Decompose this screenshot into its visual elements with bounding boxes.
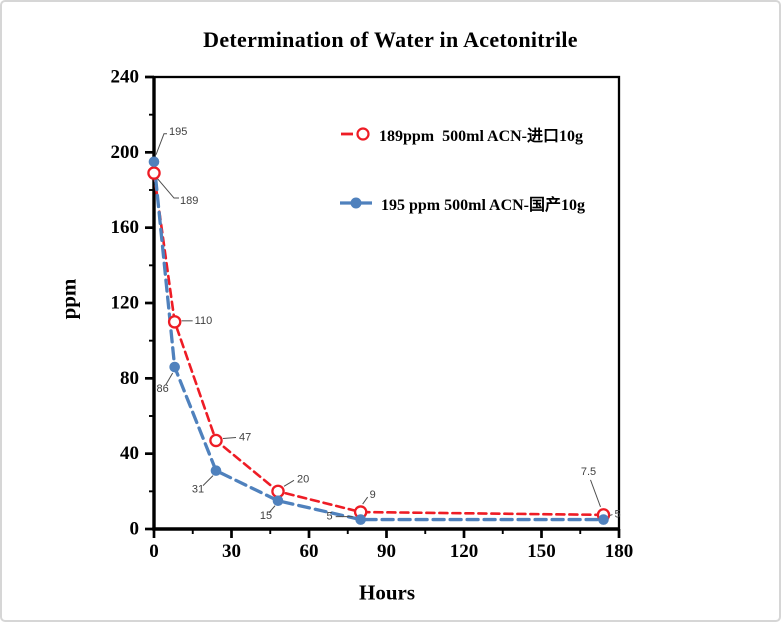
y-tick-label: 160 bbox=[111, 217, 140, 238]
legend-label-domestic: 195 ppm 500ml ACN-国产10g bbox=[381, 197, 586, 214]
data-label-leader bbox=[609, 514, 613, 517]
chart-title: Determination of Water in Acetonitrile bbox=[203, 27, 578, 52]
x-tick-label: 60 bbox=[300, 541, 319, 562]
data-label-leader bbox=[268, 505, 276, 514]
data-label: 15 bbox=[260, 510, 272, 522]
data-label: 189 bbox=[180, 195, 198, 207]
legend-item-imported: 189ppm 500ml ACN-进口10g bbox=[340, 122, 583, 146]
y-tick-label: 40 bbox=[120, 443, 139, 464]
open-circle-marker bbox=[209, 433, 223, 448]
x-tick-label: 0 bbox=[149, 541, 159, 562]
data-label-leader bbox=[283, 479, 295, 487]
data-label: 20 bbox=[297, 473, 309, 485]
x-axis-title: Hours bbox=[358, 580, 416, 605]
series-line-0 bbox=[152, 171, 605, 517]
data-label-leader bbox=[155, 133, 167, 155]
x-tick-label: 120 bbox=[450, 541, 479, 562]
blue-line-filled-circle-icon bbox=[340, 197, 372, 209]
data-label: 31 bbox=[192, 484, 204, 496]
data-label: 86 bbox=[157, 383, 169, 395]
data-label: 195 bbox=[169, 126, 187, 138]
legend-label-imported: 189ppm 500ml ACN-进口10g bbox=[379, 128, 584, 145]
x-tick-label: 90 bbox=[377, 541, 396, 562]
y-tick-label: 80 bbox=[120, 368, 139, 389]
data-label-leader bbox=[362, 496, 369, 505]
y-tick-label: 0 bbox=[130, 519, 140, 540]
data-label-leader bbox=[202, 475, 214, 486]
filled-circle-marker bbox=[598, 514, 609, 525]
open-circle-marker bbox=[271, 484, 285, 499]
data-label: 7.5 bbox=[581, 466, 596, 478]
data-label: 47 bbox=[239, 431, 251, 443]
y-tick-label: 240 bbox=[111, 67, 140, 88]
open-circle-marker bbox=[147, 166, 161, 180]
y-tick-label: 120 bbox=[111, 293, 140, 314]
filled-circle-marker bbox=[210, 465, 222, 476]
data-label: 110 bbox=[195, 315, 213, 327]
legend-item-domestic: 195 ppm 500ml ACN-国产10g bbox=[340, 191, 585, 215]
data-label: 9 bbox=[370, 489, 376, 501]
y-axis-title: ppm bbox=[56, 278, 81, 320]
filled-circle-marker bbox=[355, 514, 366, 525]
y-tick-label: 200 bbox=[111, 142, 140, 163]
x-tick-label: 180 bbox=[605, 541, 634, 562]
data-label-leader bbox=[590, 479, 601, 508]
data-label: 5 bbox=[615, 509, 621, 521]
data-label-leader bbox=[156, 177, 179, 199]
x-tick-label: 150 bbox=[527, 541, 556, 562]
data-label-leader bbox=[165, 372, 174, 386]
series-line-1 bbox=[152, 160, 606, 522]
x-tick-label: 30 bbox=[222, 541, 241, 562]
data-label: 5 bbox=[327, 511, 333, 523]
red-dashed-open-circle-icon bbox=[341, 127, 370, 141]
open-circle-marker bbox=[167, 315, 182, 329]
filled-circle-marker bbox=[148, 156, 160, 168]
filled-circle-marker bbox=[272, 495, 284, 507]
data-label-leader bbox=[222, 436, 237, 439]
filled-circle-marker bbox=[169, 361, 180, 373]
